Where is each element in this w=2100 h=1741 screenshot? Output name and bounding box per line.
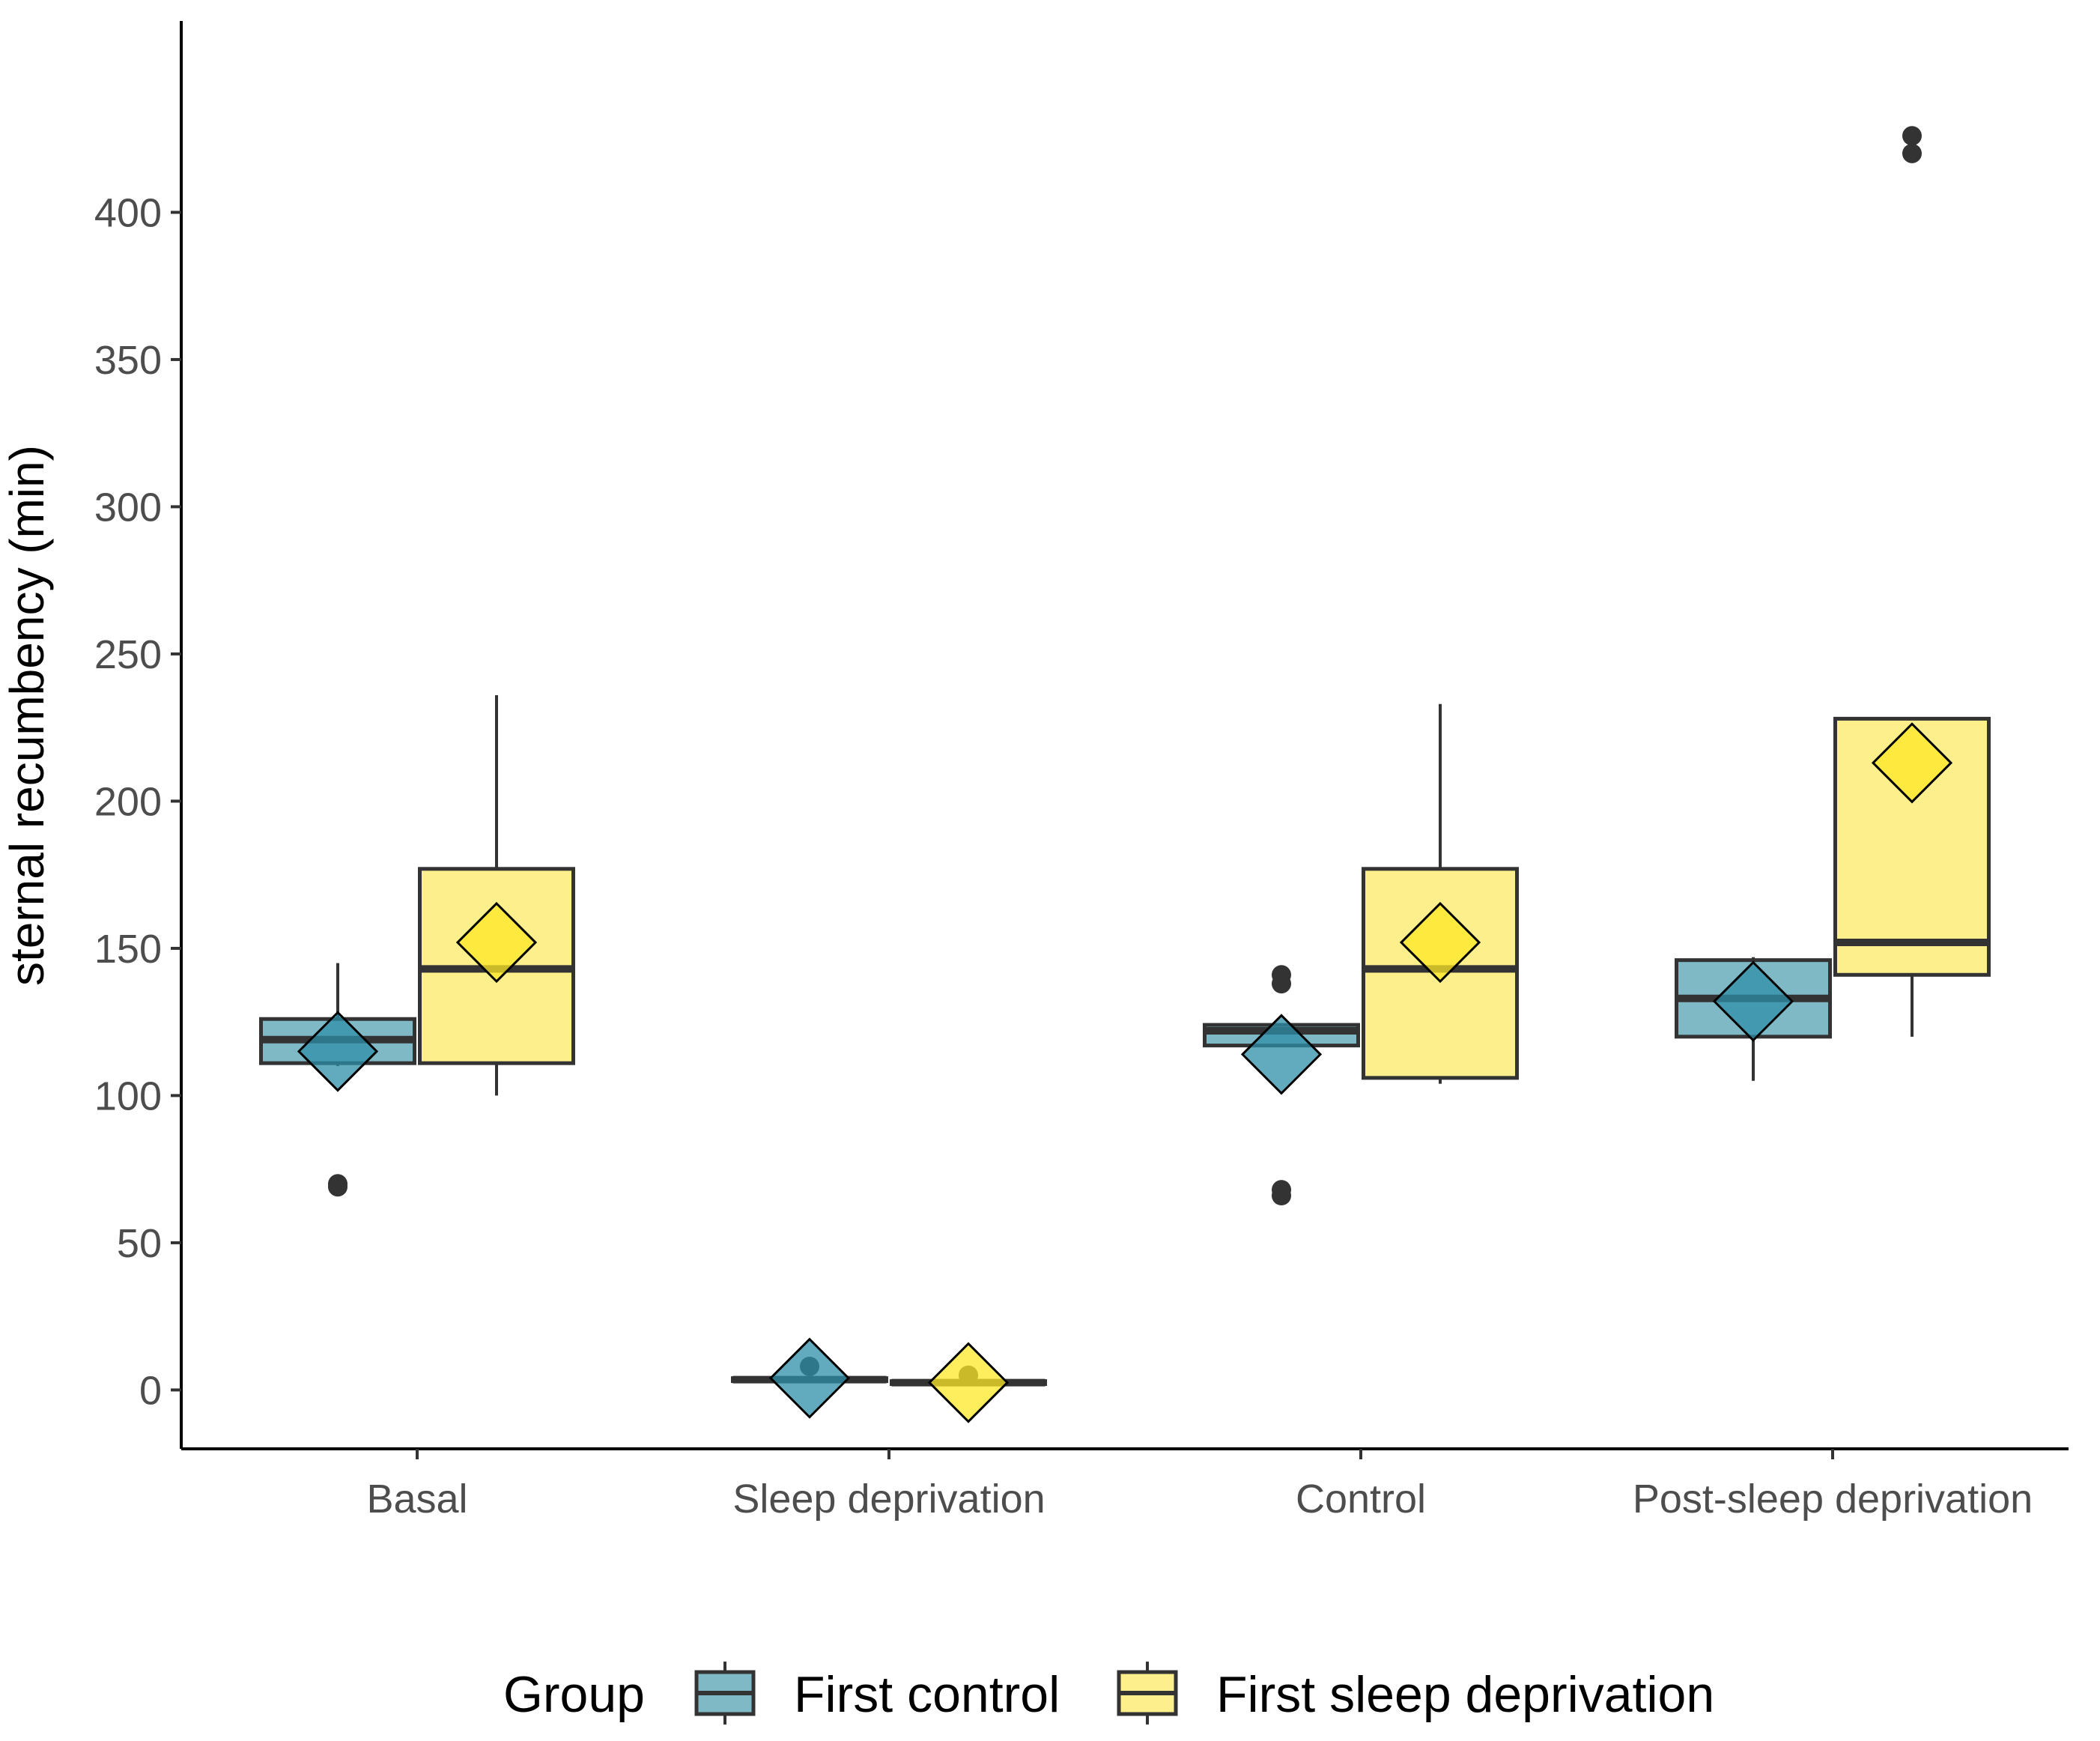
y-tick-label: 100 [94, 1074, 162, 1118]
y-tick-label: 400 [94, 190, 162, 235]
y-tick-label: 200 [94, 779, 162, 824]
mean-diamond [1240, 1014, 1323, 1095]
y-tick-label: 350 [94, 338, 162, 383]
mean-diamond [1712, 960, 1794, 1042]
outlier-point [1902, 126, 1922, 146]
y-tick-label: 0 [139, 1368, 162, 1413]
box-iqr [1833, 716, 1991, 977]
box-3-0 [1675, 957, 1832, 1081]
mean-diamond [927, 1342, 1010, 1423]
mean-diamond [1871, 722, 1953, 804]
legend-key-first-sleep-deprivation [1117, 1662, 1178, 1725]
legend: Group First control First sleep deprivat… [503, 1662, 1714, 1725]
legend-key-first-control [694, 1662, 756, 1725]
boxes [259, 126, 1991, 1423]
box-1-0 [731, 1337, 888, 1419]
mean-diamond [1399, 901, 1481, 984]
outlier-point [328, 1174, 348, 1194]
box-2-0 [1203, 965, 1360, 1206]
box-0-1 [418, 694, 575, 1096]
x-tick-label: Sleep deprivation [732, 1477, 1045, 1522]
legend-label-first-control: First control [794, 1666, 1060, 1723]
legend-title: Group [503, 1666, 645, 1723]
legend-label-first-sleep-deprivation: First sleep deprivation [1216, 1666, 1714, 1723]
outlier-point [1272, 1180, 1291, 1200]
y-tick-label: 300 [94, 485, 162, 530]
x-tick-label: Control [1296, 1477, 1426, 1522]
box-0-0 [259, 963, 416, 1197]
y-axis-title: sternal recumbency (min) [0, 445, 54, 986]
outlier-point [1902, 143, 1922, 163]
y-tick-label: 150 [94, 927, 162, 972]
mean-diamond [768, 1337, 851, 1419]
mean-diamond [297, 1011, 379, 1092]
x-tick-label: Basal [366, 1477, 467, 1522]
outlier-point [1272, 965, 1291, 985]
axes: 0 50 100 150 200 250 300 350 400 Basal Sleep depri… [94, 21, 2069, 1522]
box-3-1 [1833, 126, 1991, 1037]
y-tick-label: 50 [117, 1221, 162, 1266]
y-tick-label: 250 [94, 632, 162, 677]
box-1-1 [890, 1342, 1047, 1423]
mean-diamond [455, 901, 538, 984]
box-2-1 [1362, 703, 1519, 1084]
x-tick-label: Post-sleep deprivation [1633, 1477, 2033, 1522]
